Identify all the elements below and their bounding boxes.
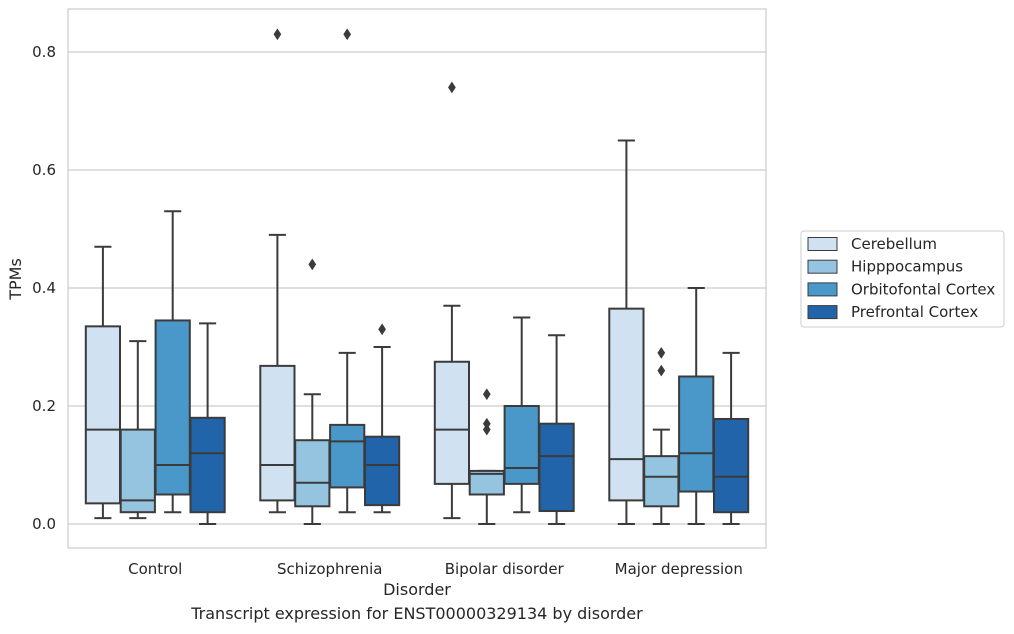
- legend-items: Cerebellum Hipppocampus Orbitofontal Corte…: [807, 235, 995, 321]
- legend-label: Cerebellum: [851, 235, 937, 253]
- y-axis-label: TPMs: [6, 258, 25, 301]
- box-group: [643, 346, 680, 525]
- plot-frame: [67, 8, 767, 549]
- x-tick-label: Bipolar disorder: [445, 560, 565, 578]
- y-tick-label: 0.8: [32, 43, 56, 61]
- box-layer: [84, 28, 750, 525]
- legend-swatch: [807, 237, 838, 251]
- box-group: [468, 388, 505, 525]
- box: [154, 319, 191, 496]
- box: [259, 364, 296, 502]
- box: [363, 435, 401, 507]
- box-group: [329, 28, 366, 514]
- outlier-point: [273, 28, 282, 41]
- box: [189, 416, 226, 514]
- box: [84, 325, 122, 505]
- x-tick-label: Control: [128, 560, 182, 578]
- y-tick-label: 0.4: [32, 279, 56, 297]
- box: [329, 423, 366, 489]
- y-tick-label: 0.0: [32, 515, 56, 533]
- box-group: [433, 81, 471, 520]
- legend-swatch: [807, 282, 838, 297]
- legend: Cerebellum Hipppocampus Orbitofontal Corte…: [800, 230, 1005, 328]
- box: [294, 439, 331, 508]
- outlier-point: [378, 323, 386, 336]
- legend-swatch: [807, 305, 838, 320]
- box-group: [608, 139, 645, 525]
- box: [678, 375, 715, 493]
- y-tick-label: 0.2: [32, 397, 56, 415]
- x-tick-label: Schizophrenia: [277, 560, 382, 578]
- outlier-point: [657, 364, 666, 377]
- box: [503, 405, 540, 485]
- box: [119, 428, 156, 514]
- box-group: [712, 351, 750, 525]
- outlier-point: [657, 346, 666, 359]
- outlier-point: [448, 81, 456, 94]
- box-group: [503, 316, 540, 514]
- box-group: [259, 28, 296, 514]
- y-tick-label: 0.6: [32, 161, 56, 179]
- box: [608, 307, 645, 502]
- y-tick-labels: 0.0 0.2 0.4 0.6 0.8: [32, 43, 56, 533]
- box: [643, 455, 680, 508]
- outlier-point: [482, 388, 491, 401]
- figure-caption: Transcript expression for ENST0000032913…: [191, 604, 643, 623]
- legend-label: Orbitofontal Cortex: [851, 280, 995, 298]
- legend-label: Hipppocampus: [851, 258, 963, 276]
- box: [712, 417, 750, 514]
- x-tick-label: Major depression: [615, 560, 743, 578]
- box-group: [119, 340, 156, 520]
- box: [538, 422, 575, 513]
- box-group: [678, 287, 715, 525]
- legend-swatch: [807, 259, 838, 274]
- box-group: [294, 258, 331, 525]
- box-group: [189, 322, 226, 525]
- outlier-point: [482, 423, 491, 436]
- legend-label: Prefrontal Cortex: [851, 303, 978, 321]
- legend-frame: [800, 230, 1005, 328]
- outlier-point: [308, 258, 317, 271]
- box-group: [84, 245, 122, 520]
- x-axis-label: Disorder: [383, 580, 451, 599]
- box-group: [154, 210, 191, 514]
- box-group: [363, 323, 401, 514]
- x-tick-labels: Control Schizophrenia Bipolar disorder Majo…: [128, 560, 743, 578]
- box-group: [538, 334, 575, 525]
- box: [433, 360, 471, 485]
- outlier-point: [343, 28, 352, 41]
